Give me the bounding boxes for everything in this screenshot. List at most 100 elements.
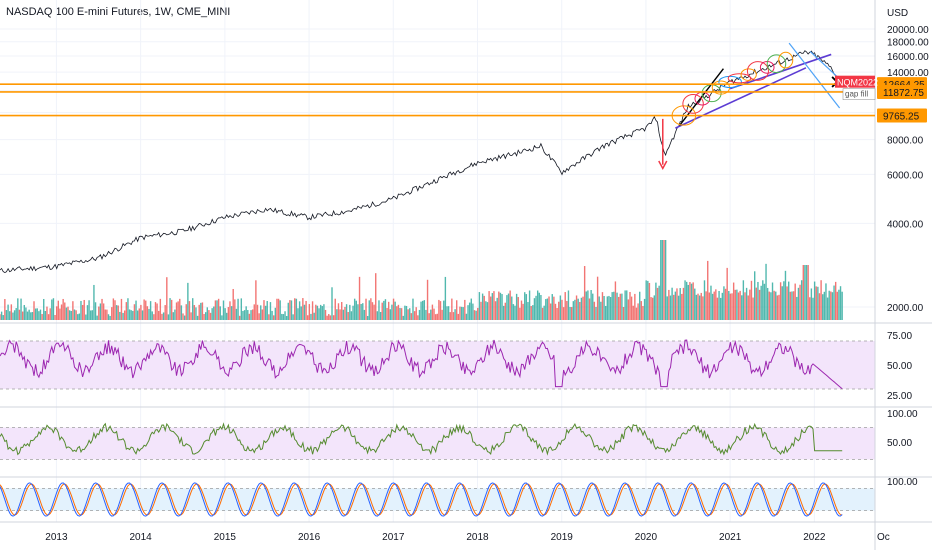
volume-bar — [143, 299, 145, 320]
volume-bar — [585, 291, 587, 320]
volume-bar — [673, 294, 675, 320]
volume-bar — [15, 308, 17, 320]
volume-bar — [405, 305, 408, 320]
volume-bar — [690, 283, 693, 320]
volume-bar — [373, 304, 375, 320]
volume-bar — [694, 288, 696, 320]
volume-bar — [177, 301, 179, 320]
volume-bar — [752, 297, 754, 320]
volume-bar — [614, 281, 617, 320]
volume-bar — [30, 312, 32, 320]
volume-bar — [687, 284, 690, 320]
volume-bar — [677, 295, 680, 320]
volume-bar — [331, 287, 333, 320]
volume-bar — [281, 313, 283, 320]
volume-bar — [112, 298, 115, 320]
volume-bar — [719, 297, 722, 320]
volume-bar — [381, 302, 383, 320]
volume-bar — [464, 299, 466, 320]
volume-bar — [355, 300, 357, 320]
volume-bar — [170, 299, 173, 320]
volume-bar — [402, 315, 404, 320]
volume-bar — [284, 311, 286, 320]
volume-bar — [326, 315, 328, 320]
volume-bar — [140, 304, 142, 320]
volume-bar — [595, 306, 597, 320]
volume-bar — [174, 309, 176, 320]
volume-bar — [397, 304, 400, 320]
volume-bar — [319, 304, 322, 320]
volume-bar — [209, 312, 212, 320]
volume-bar — [169, 298, 171, 320]
volume-bar — [277, 298, 280, 320]
price-axis-label: 14000.00 — [887, 68, 929, 79]
volume-bar — [264, 305, 267, 320]
volume-bar — [93, 284, 95, 320]
volume-bar — [51, 299, 53, 320]
volume-bar — [226, 312, 228, 320]
volume-bar — [786, 286, 788, 320]
volume-bar — [558, 301, 560, 320]
volume-bar — [9, 311, 11, 320]
volume-bar — [21, 311, 24, 320]
volume-bar — [89, 310, 92, 320]
volume-bar — [674, 291, 677, 320]
volume-bar — [342, 309, 345, 320]
volume-bar — [12, 312, 14, 320]
volume-bar — [451, 298, 453, 320]
volume-bar — [146, 306, 149, 320]
volume-bar — [705, 291, 707, 320]
price-badge-bg — [877, 84, 927, 99]
volume-bar — [698, 295, 701, 320]
volume-bar — [528, 290, 531, 320]
volume-bar — [707, 260, 709, 320]
volume-bar — [303, 304, 306, 320]
volume-bar — [750, 280, 753, 320]
volume-bar — [651, 297, 654, 320]
volume-bar — [295, 298, 298, 320]
volume-bar — [757, 281, 759, 320]
volume-bar — [732, 282, 735, 320]
volume-bar — [822, 294, 824, 320]
volume-bar — [166, 277, 168, 320]
volume-bar — [483, 295, 485, 320]
stoch-axis-label: 100.00 — [887, 477, 918, 488]
volume-bar — [433, 308, 435, 320]
volume-bar — [378, 300, 380, 320]
volume-bar — [175, 302, 178, 320]
volume-bar — [412, 298, 414, 320]
volume-bar — [39, 309, 42, 320]
volume-bar — [224, 308, 226, 320]
volume-bar — [106, 309, 108, 320]
volume-bar — [365, 298, 367, 320]
volume-bar — [788, 281, 790, 320]
volume-bar — [553, 296, 555, 320]
volume-bar — [344, 306, 346, 320]
x-tick-label: 2015 — [214, 532, 237, 543]
volume-bar — [562, 307, 565, 320]
volume-bar — [149, 301, 152, 320]
volume-bar — [376, 311, 379, 320]
volume-bar — [755, 287, 758, 320]
volume-bar — [127, 298, 129, 320]
volume-bar — [577, 298, 579, 320]
volume-bar — [5, 310, 8, 320]
down-arrow-head — [658, 160, 668, 171]
volume-bar — [723, 286, 725, 320]
volume-bar — [818, 293, 821, 320]
volume-bar — [758, 289, 761, 320]
volume-bar — [511, 296, 513, 320]
volume-bar — [664, 240, 667, 320]
volume-bar — [83, 299, 85, 320]
volume-bar — [703, 280, 706, 320]
drawing-ellipse — [746, 61, 769, 81]
stoch-band — [0, 488, 875, 511]
volume-bar — [666, 296, 668, 320]
volume-bar — [820, 280, 822, 320]
volume-bar — [498, 291, 500, 320]
volume-bar — [305, 300, 307, 320]
volume-bar — [428, 313, 430, 320]
volume-bar — [201, 302, 204, 320]
volume-bar — [392, 298, 395, 320]
